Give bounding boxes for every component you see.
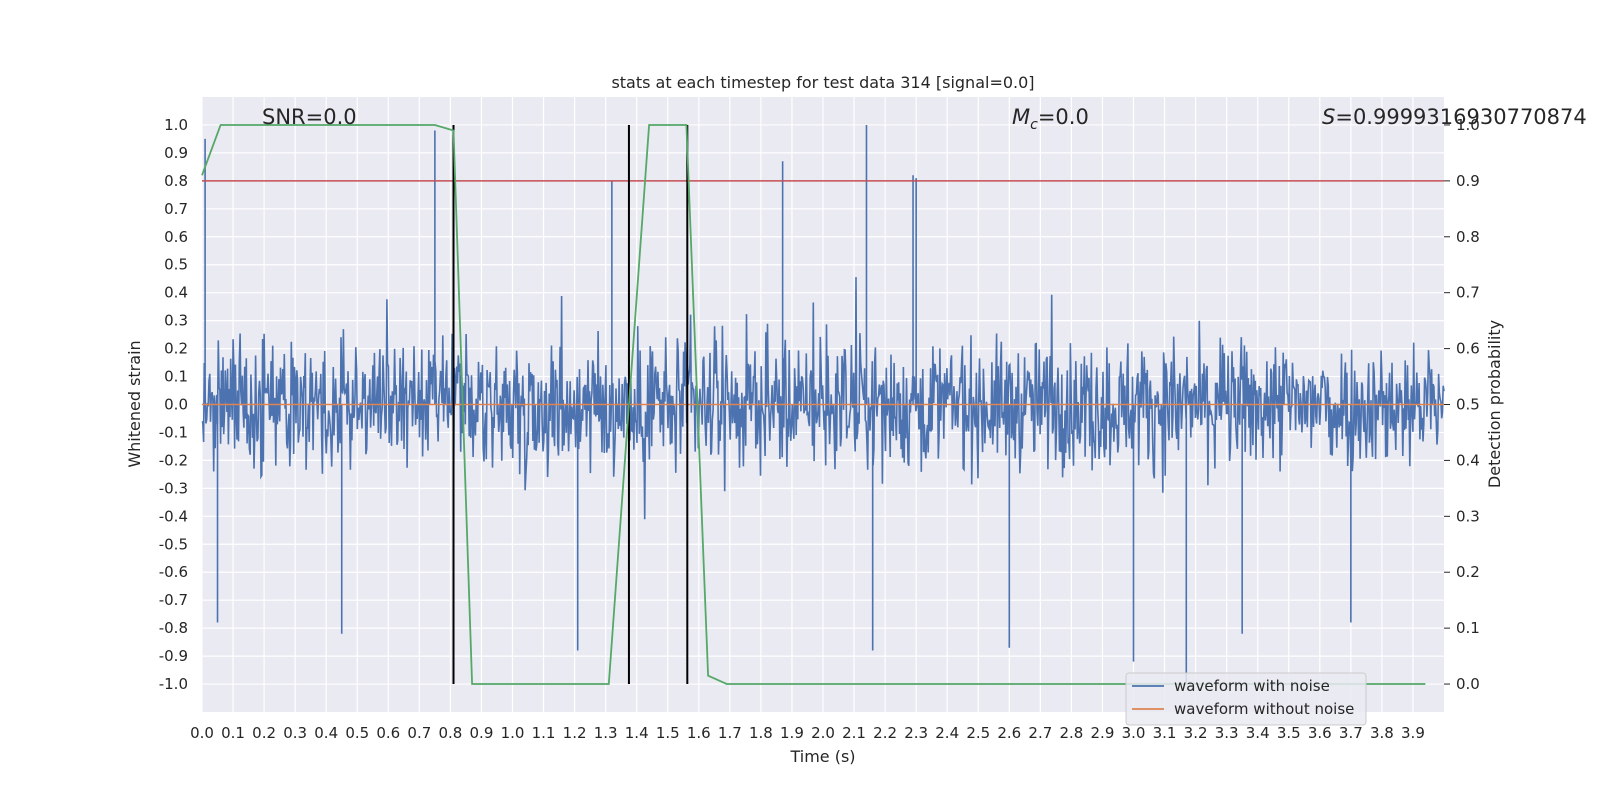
- y-tick-label: 0.5: [164, 256, 188, 274]
- y-tick-label: 0.4: [164, 284, 188, 302]
- chart-title: stats at each timestep for test data 314…: [611, 73, 1034, 92]
- x-axis-label: Time (s): [789, 747, 855, 766]
- mc-value: =0.0: [1038, 105, 1089, 129]
- y-tick-label: -0.1: [159, 423, 188, 441]
- x-tick-label: 2.4: [935, 724, 959, 742]
- legend-label-clean: waveform without noise: [1174, 700, 1354, 718]
- y2-tick-label: 0.2: [1456, 563, 1480, 581]
- x-tick-label: 1.4: [625, 724, 649, 742]
- y2-tick-label: 0.8: [1456, 228, 1480, 246]
- y2-tick-label: 0.6: [1456, 340, 1480, 358]
- x-tick-label: 1.0: [501, 724, 525, 742]
- y-tick-label: 0.8: [164, 172, 188, 190]
- y-tick-label: 0.9: [164, 144, 188, 162]
- y-tick-label: -0.3: [159, 479, 188, 497]
- x-tick-label: 1.8: [749, 724, 773, 742]
- y-tick-label: -0.7: [159, 591, 188, 609]
- x-tick-label: 1.6: [687, 724, 711, 742]
- legend: waveform with noise waveform without noi…: [1125, 672, 1367, 726]
- x-tick-label: 3.3: [1215, 724, 1239, 742]
- x-tick-label: 2.9: [1091, 724, 1115, 742]
- s-symbol: S: [1322, 105, 1335, 129]
- y-tick-label: -0.6: [159, 563, 188, 581]
- x-tick-label: 0.5: [345, 724, 369, 742]
- x-tick-label: 2.5: [966, 724, 990, 742]
- x-tick-label: 0.6: [376, 724, 400, 742]
- x-tick-label: 0.9: [470, 724, 494, 742]
- y-tick-label: -0.2: [159, 451, 188, 469]
- detection-probability-line: [201, 124, 1426, 685]
- x-tick-label: 1.7: [718, 724, 742, 742]
- x-tick-label: 1.5: [656, 724, 680, 742]
- x-tick-label: 2.3: [904, 724, 928, 742]
- y-tick-label: 0.1: [164, 368, 188, 386]
- chirp-mass-annotation: Mc=0.0: [1012, 105, 1089, 133]
- y-tick-labels: 1.0 0.9 0.8 0.7 0.6 0.5 0.4 0.3 0.2 0.1 0.0 -0.1 -0.…: [159, 116, 188, 693]
- y-tick-label: -0.5: [159, 535, 188, 553]
- y2-tick-label: 0.7: [1456, 284, 1480, 302]
- x-tick-label: 0.8: [438, 724, 462, 742]
- x-tick-label: 2.7: [1028, 724, 1052, 742]
- x-tick-label: 2.1: [842, 724, 866, 742]
- x-tick-label: 3.7: [1339, 724, 1363, 742]
- legend-box: [1125, 672, 1367, 726]
- s-annotation: S=0.9999316930770874: [1322, 105, 1587, 129]
- x-tick-label: 1.2: [563, 724, 587, 742]
- x-tick-label: 2.0: [811, 724, 835, 742]
- x-tick-label: 3.1: [1153, 724, 1177, 742]
- x-tick-label: 3.4: [1246, 724, 1270, 742]
- y2-tick-label: 0.4: [1456, 451, 1480, 469]
- x-tick-label: 1.9: [780, 724, 804, 742]
- y2-axis-label: Detection probability: [1485, 320, 1504, 488]
- y-tick-label: 0.2: [164, 340, 188, 358]
- snr-annotation: SNR=0.0: [262, 105, 357, 129]
- y2-tick-label: 0.3: [1456, 507, 1480, 525]
- mc-subscript: c: [1030, 117, 1038, 133]
- x-tick-label: 0.1: [221, 724, 245, 742]
- x-tick-label: 3.9: [1401, 724, 1425, 742]
- y2-tick-label: 0.9: [1456, 172, 1480, 190]
- x-tick-label: 1.1: [532, 724, 556, 742]
- waveform-with-noise-series: [201, 124, 1445, 685]
- y2-tick-label: 1.0: [1456, 116, 1480, 134]
- x-tick-label: 0.0: [190, 724, 214, 742]
- x-tick-label: 3.8: [1370, 724, 1394, 742]
- y-axis-label: Whitened strain: [125, 340, 144, 467]
- y-tick-label: -0.8: [159, 619, 188, 637]
- x-tick-label: 0.4: [314, 724, 338, 742]
- x-tick-label: 0.3: [283, 724, 307, 742]
- x-tick-label: 1.3: [594, 724, 618, 742]
- x-tick-label: 0.7: [407, 724, 431, 742]
- legend-label-noise: waveform with noise: [1174, 677, 1330, 695]
- y-tick-label: -1.0: [159, 675, 188, 693]
- x-tick-label: 2.8: [1059, 724, 1083, 742]
- y-tick-label: -0.9: [159, 647, 188, 665]
- mc-symbol: M: [1012, 105, 1030, 129]
- y-tick-label: 0.7: [164, 200, 188, 218]
- x-tick-label: 3.6: [1308, 724, 1332, 742]
- y2-tick-label: 0.5: [1456, 396, 1480, 414]
- y-tick-label: 1.0: [164, 116, 188, 134]
- noise-trace: [201, 277, 1445, 520]
- y2-tick-labels: 1.0 0.9 0.8 0.7 0.6 0.5 0.4 0.3 0.2 0.1 0.0: [1444, 116, 1480, 693]
- s-value: =0.9999316930770874: [1335, 105, 1586, 129]
- y-tick-label: 0.6: [164, 228, 188, 246]
- x-tick-label: 0.2: [252, 724, 276, 742]
- x-tick-label: 3.2: [1184, 724, 1208, 742]
- y2-tick-label: 0.1: [1456, 619, 1480, 637]
- x-tick-label: 2.6: [997, 724, 1021, 742]
- x-tick-label: 2.2: [873, 724, 897, 742]
- y-tick-label: 0.3: [164, 312, 188, 330]
- x-tick-label: 3.5: [1277, 724, 1301, 742]
- y2-tick-label: 0.0: [1456, 675, 1480, 693]
- y-tick-label: 0.0: [164, 396, 188, 414]
- x-tick-labels: 0.0 0.1 0.2 0.3 0.4 0.5 0.6 0.7 0.8 0.9 1.0 1.1 1.2 1…: [190, 724, 1425, 742]
- y-tick-label: -0.4: [159, 507, 188, 525]
- x-tick-label: 3.0: [1122, 724, 1146, 742]
